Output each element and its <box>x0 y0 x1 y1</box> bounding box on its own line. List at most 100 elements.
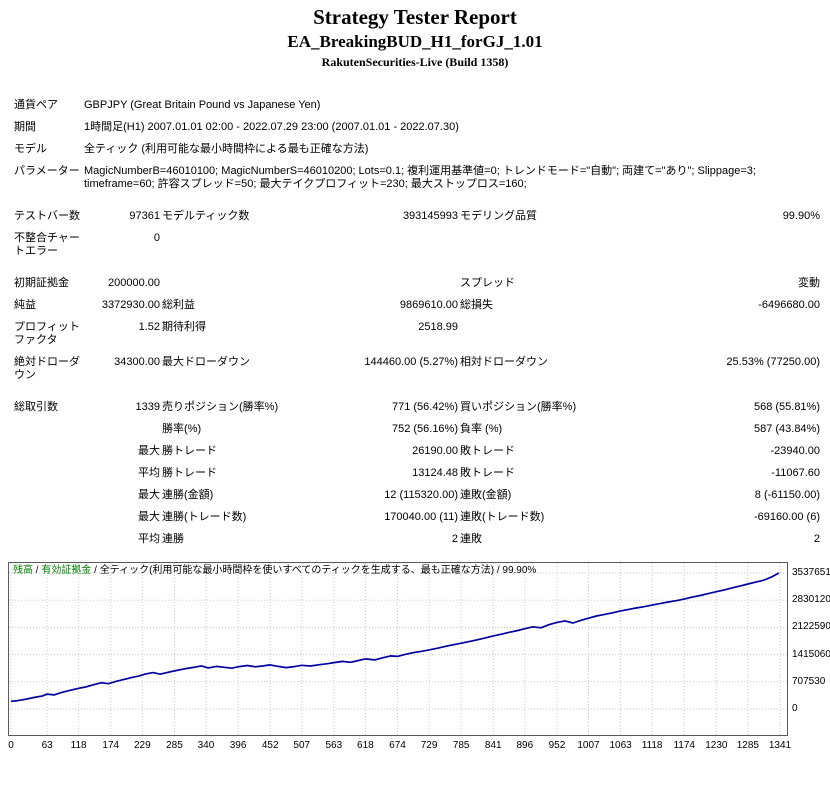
x-axis-label: 118 <box>70 740 87 751</box>
row-label: 連勝(トレード数) <box>162 511 247 523</box>
row-label: 最大 <box>138 489 160 501</box>
x-axis-label: 1230 <box>705 740 728 751</box>
row-label: 敗トレード <box>460 467 515 479</box>
row-value: 2 <box>451 533 458 545</box>
row-label <box>14 440 84 462</box>
row-label: 最大 <box>138 445 160 457</box>
row-value: 25.53% (77250.00) <box>726 356 820 368</box>
report-row: 不整合チャートエラー 0 <box>14 227 822 262</box>
x-axis-label: 1341 <box>768 740 792 751</box>
row-value: 200000.00 <box>108 277 160 289</box>
x-axis-label: 729 <box>420 740 438 751</box>
row-label <box>162 227 298 262</box>
report-row: パラメーター MagicNumberB=46010100; MagicNumber… <box>14 160 822 195</box>
legend-separator: / <box>91 565 100 576</box>
y-axis-label: 2122590 <box>792 621 830 633</box>
row-label: 連敗 <box>460 533 482 545</box>
row-value <box>84 418 162 440</box>
x-axis-label: 563 <box>325 740 343 751</box>
report-row: 初期証拠金 200000.00 スプレッド 変動 <box>14 272 822 294</box>
report-row: 通貨ペア GBPJPY (Great Britain Pound vs Japan… <box>14 94 822 116</box>
legend-equity-label: 有効証拠金 <box>41 565 92 576</box>
x-axis-label: 1007 <box>577 740 600 751</box>
chart-plot: 残高 / 有効証拠金 / 全ティック(利用可能な最小時間枠を使いすべてのティック… <box>8 562 788 736</box>
row-value: 変動 <box>798 277 820 289</box>
row-value: 1339 <box>135 401 160 413</box>
report-table-body: 通貨ペア GBPJPY (Great Britain Pound vs Japan… <box>14 94 822 550</box>
x-axis-label: 0 <box>8 740 14 751</box>
row-label: 期待利得 <box>162 321 206 333</box>
y-axis-label: 0 <box>792 703 798 714</box>
row-label <box>460 316 590 351</box>
row-label: 負率 (%) <box>460 423 503 435</box>
row-value <box>590 316 822 351</box>
x-axis-label: 229 <box>133 740 151 751</box>
row-label: 勝率(%) <box>162 423 202 435</box>
row-value: 752 (56.16%) <box>391 423 458 435</box>
row-value: 34300.00 <box>114 356 160 368</box>
legend-balance-label: 残高 <box>13 565 33 576</box>
row-value: 0 <box>153 232 160 244</box>
row-value: 99.90% <box>782 210 820 222</box>
row-label: モデルティック数 <box>162 210 250 222</box>
row-label <box>14 528 84 550</box>
x-axis-label: 285 <box>166 740 183 751</box>
row-value: 97361 <box>129 210 160 222</box>
x-axis-label: 785 <box>452 740 470 751</box>
report-row: 総取引数 1339 売りポジション(勝率%) 771 (56.42%) 買いポジション(… <box>14 396 822 418</box>
x-axis-label: 340 <box>197 740 215 751</box>
row-label: プロフィットファクタ <box>14 321 80 346</box>
page-title: Strategy Tester Report <box>313 5 517 29</box>
row-value <box>590 227 822 262</box>
report-row: 純益 3372930.00 総利益 9869610.00 総損失 -6496680.00 <box>14 294 822 316</box>
row-label: 連敗(トレード数) <box>460 511 545 523</box>
report-row: 勝率(%) 752 (56.16%) 負率 (%) 587 (43.84%) <box>14 418 822 440</box>
row-value: 8 (-61150.00) <box>754 489 820 501</box>
row-value: GBPJPY (Great Britain Pound vs Japanese … <box>84 99 321 111</box>
row-label <box>14 506 84 528</box>
x-axis-label: 841 <box>484 740 502 751</box>
x-axis-label: 174 <box>102 740 120 751</box>
row-label: 総取引数 <box>14 401 58 413</box>
report-row: モデル 全ティック (利用可能な最小時間枠による最も正確な方法) <box>14 138 822 160</box>
row-value: 1.52 <box>138 321 160 333</box>
row-label: 連勝(金額) <box>162 489 214 501</box>
row-label: 純益 <box>14 299 36 311</box>
x-axis-label: 896 <box>516 740 534 751</box>
row-value: 13124.48 <box>412 467 458 479</box>
strategy-tester-report: Strategy Tester Report EA_BreakingBUD_H1… <box>0 5 830 760</box>
balance-line <box>10 572 780 703</box>
row-label: 買いポジション(勝率%) <box>460 401 577 413</box>
row-label: 敗トレード <box>460 445 515 457</box>
row-value: 170040.00 (11) <box>384 511 458 523</box>
row-value: 1時間足(H1) 2007.01.01 02:00 - 2022.07.29 2… <box>84 121 459 133</box>
legend-separator: / <box>33 565 42 576</box>
row-value <box>298 272 460 294</box>
row-label: 連敗(金額) <box>460 489 512 501</box>
row-label: テストバー数 <box>14 210 80 222</box>
spacer-cell <box>14 195 822 205</box>
row-value: 2518.99 <box>418 321 458 333</box>
row-label <box>14 484 84 506</box>
x-axis-label: 952 <box>548 740 566 751</box>
row-label: スプレッド <box>460 277 515 289</box>
legend-quality-label: 99.90% <box>502 565 537 576</box>
balance-graph-svg <box>9 563 787 735</box>
row-label: 期間 <box>14 121 36 133</box>
row-value <box>298 227 460 262</box>
row-label: 初期証拠金 <box>14 277 69 289</box>
row-value: -69160.00 (6) <box>753 511 820 523</box>
spacer-row <box>14 386 822 396</box>
balance-chart: 残高 / 有効証拠金 / 全ティック(利用可能な最小時間枠を使いすべてのティック… <box>0 562 830 760</box>
row-value: -23940.00 <box>770 445 820 457</box>
report-row: プロフィットファクタ 1.52 期待利得 2518.99 <box>14 316 822 351</box>
report-row: 平均 勝トレード 13124.48 敗トレード -11067.60 <box>14 462 822 484</box>
row-label: モデル <box>14 143 47 155</box>
spacer-row <box>14 262 822 272</box>
row-label: 不整合チャートエラー <box>14 232 80 257</box>
row-value: 12 (115320.00) <box>384 489 458 501</box>
row-label: 絶対ドローダウン <box>14 356 80 381</box>
row-label: 総利益 <box>162 299 195 311</box>
row-value: 全ティック (利用可能な最小時間枠による最も正確な方法) <box>84 143 369 155</box>
y-axis-label: 707530 <box>792 675 826 687</box>
